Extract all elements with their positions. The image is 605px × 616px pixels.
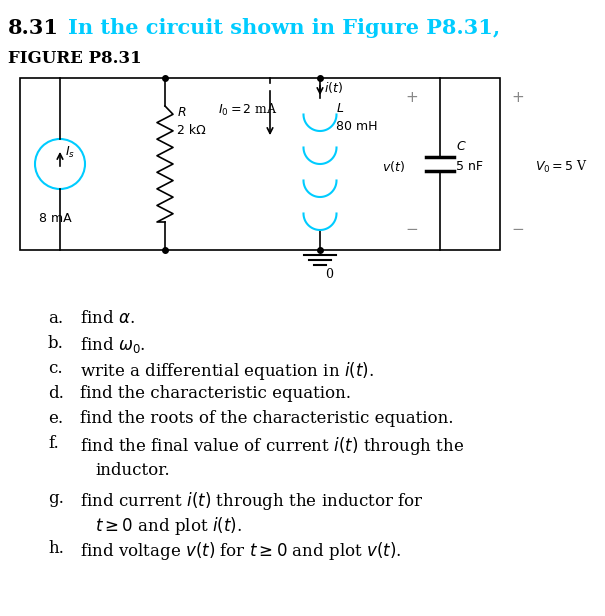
Text: In the circuit shown in Figure P8.31,: In the circuit shown in Figure P8.31, xyxy=(68,18,500,38)
Text: d.: d. xyxy=(48,385,64,402)
Text: e.: e. xyxy=(48,410,63,427)
Text: 80 mH: 80 mH xyxy=(336,120,378,132)
Text: a.: a. xyxy=(48,310,63,327)
Text: h.: h. xyxy=(48,540,64,557)
Text: $i(t)$: $i(t)$ xyxy=(324,80,343,95)
Text: −: − xyxy=(405,222,419,238)
Text: +: + xyxy=(405,91,419,105)
Text: find the characteristic equation.: find the characteristic equation. xyxy=(80,385,351,402)
Text: $R$: $R$ xyxy=(177,107,186,120)
Text: 5 nF: 5 nF xyxy=(456,160,483,172)
Text: inductor.: inductor. xyxy=(95,462,169,479)
Text: b.: b. xyxy=(48,335,64,352)
Text: find $\omega_0$.: find $\omega_0$. xyxy=(80,335,146,355)
Text: find $\alpha$.: find $\alpha$. xyxy=(80,310,135,327)
Text: find the final value of current $i(t)$ through the: find the final value of current $i(t)$ t… xyxy=(80,435,464,457)
Text: 2 kΩ: 2 kΩ xyxy=(177,123,206,137)
Text: 8.31: 8.31 xyxy=(8,18,59,38)
Text: $L$: $L$ xyxy=(336,102,344,115)
Text: f.: f. xyxy=(48,435,59,452)
Text: $I_s$: $I_s$ xyxy=(65,144,75,160)
Bar xyxy=(20,78,500,250)
Text: write a differential equation in $i(t)$.: write a differential equation in $i(t)$. xyxy=(80,360,374,382)
Text: $C$: $C$ xyxy=(456,139,466,153)
Text: 0: 0 xyxy=(325,268,333,281)
Text: +: + xyxy=(512,91,525,105)
Text: FIGURE P8.31: FIGURE P8.31 xyxy=(8,50,142,67)
Text: g.: g. xyxy=(48,490,64,507)
Text: −: − xyxy=(512,222,525,238)
Text: find current $i(t)$ through the inductor for: find current $i(t)$ through the inductor… xyxy=(80,490,424,512)
Text: c.: c. xyxy=(48,360,63,377)
Text: $t \geq 0$ and plot $i(t)$.: $t \geq 0$ and plot $i(t)$. xyxy=(95,515,242,537)
Text: $V_0 = 5$ V: $V_0 = 5$ V xyxy=(535,159,588,175)
Text: $I_0 = 2$ mA: $I_0 = 2$ mA xyxy=(218,102,278,118)
Text: 8 mA: 8 mA xyxy=(39,213,71,225)
Text: $v(t)$: $v(t)$ xyxy=(382,160,405,174)
Text: find voltage $v(t)$ for $t \geq 0$ and plot $v(t)$.: find voltage $v(t)$ for $t \geq 0$ and p… xyxy=(80,540,402,562)
Text: find the roots of the characteristic equation.: find the roots of the characteristic equ… xyxy=(80,410,454,427)
